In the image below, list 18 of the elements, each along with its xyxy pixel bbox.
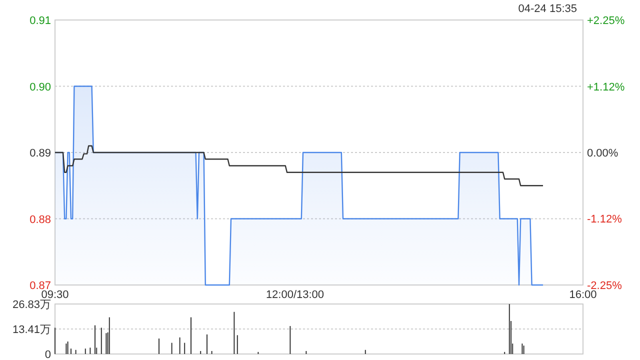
y2-tick-label: 0.00% <box>587 148 618 160</box>
y-tick-label: 0.88 <box>30 214 51 226</box>
y2-tick-label: +1.12% <box>587 82 625 94</box>
y2-tick-label: -2.25% <box>587 280 622 292</box>
x-tick-label: 12:00/13:00 <box>266 289 324 301</box>
line-series <box>54 145 544 186</box>
x-tick-label: 16:00 <box>569 289 597 301</box>
y-tick-label: 0.89 <box>30 148 51 160</box>
y-tick-label: 0.91 <box>30 15 51 27</box>
y2-tick-label: +2.25% <box>587 15 625 27</box>
x-tick-label: 09:30 <box>41 289 69 301</box>
y-tick-label: 26.83万 <box>12 299 51 311</box>
y-tick-label: 0 <box>44 349 51 360</box>
y2-tick-label: -1.12% <box>587 213 622 226</box>
y-tick-label: 0.90 <box>30 81 51 94</box>
text: 04-24 15:35 <box>518 3 577 15</box>
y-tick-label: 0.87 <box>30 280 51 292</box>
y-tick-label: 13.41万 <box>12 324 51 336</box>
